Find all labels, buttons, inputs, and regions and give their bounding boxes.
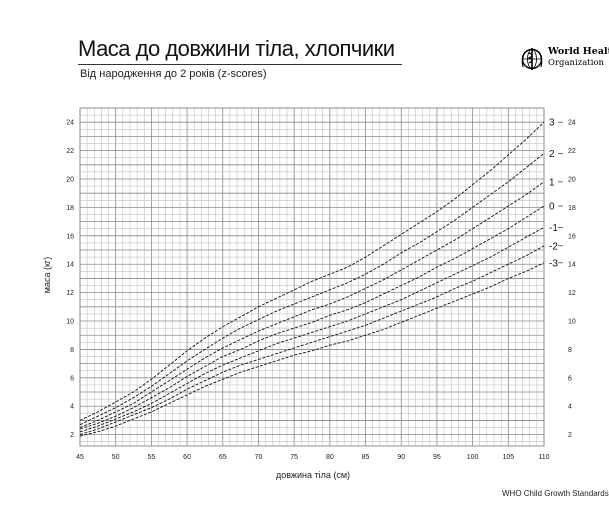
who-logo: World Health Organization	[520, 47, 609, 71]
x-tick-label: 90	[397, 454, 405, 461]
z-score-label: 3	[549, 118, 555, 129]
y-tick-label-left: 2	[70, 432, 74, 439]
y-tick-label-right: 20	[568, 177, 576, 184]
y-tick-label-right: 2	[568, 432, 572, 439]
x-axis-label: довжина тіла (см)	[276, 470, 350, 480]
y-tick-label-right: 6	[568, 375, 572, 382]
y-tick-label-left: 16	[66, 233, 74, 240]
x-tick-label: 110	[538, 454, 549, 461]
y-tick-label-left: 10	[66, 319, 74, 326]
y-tick-label-right: 18	[568, 205, 576, 212]
who-emblem-icon	[521, 48, 543, 70]
page-title: Маса до довжини тіла, хлопчики	[78, 36, 395, 61]
series-line-z-1	[79, 226, 545, 433]
z-score-label: 1	[549, 177, 555, 188]
y-tick-label-right: 4	[568, 404, 572, 411]
series-line-z3	[79, 121, 545, 421]
x-tick-label: 65	[219, 454, 227, 461]
x-tick-label: 70	[255, 454, 263, 461]
x-tick-label: 60	[183, 454, 191, 461]
x-tick-label: 75	[290, 454, 298, 461]
y-axis-label: маса (кг)	[42, 257, 52, 293]
title-divider	[78, 64, 402, 65]
z-score-label: 2	[549, 149, 555, 160]
x-tick-label: 55	[147, 454, 155, 461]
page-subtitle: Від народження до 2 років (z-scores)	[80, 68, 267, 80]
y-tick-label-right: 16	[568, 233, 576, 240]
y-tick-label-left: 14	[66, 262, 74, 269]
y-tick-label-left: 18	[66, 205, 74, 212]
y-tick-label-right: 10	[568, 319, 576, 326]
y-tick-label-right: 8	[568, 347, 572, 354]
y-tick-label-left: 6	[70, 375, 74, 382]
x-tick-label: 105	[502, 454, 514, 461]
plot-area	[79, 107, 545, 447]
z-score-label: -2	[549, 241, 558, 252]
y-tick-label-right: 24	[568, 120, 576, 127]
x-tick-label: 85	[362, 454, 370, 461]
series-line-z1	[79, 181, 545, 428]
y-tick-label-left: 24	[66, 120, 74, 127]
y-tick-label-right: 22	[568, 148, 576, 155]
y-tick-label-left: 8	[70, 347, 74, 354]
y-tick-label-right: 14	[568, 262, 576, 269]
series-line-z2	[79, 153, 545, 426]
series-line-z-3	[79, 262, 545, 437]
y-tick-label-right: 12	[568, 290, 576, 297]
who-name: World Health	[548, 46, 609, 57]
y-tick-label-left: 20	[66, 177, 74, 184]
z-score-labels: 3 2 1 0 -1 -2 -3	[549, 118, 563, 269]
z-score-label: -3	[549, 258, 558, 269]
y-tick-label-left: 12	[66, 290, 74, 297]
z-score-label: 0	[549, 201, 555, 212]
x-axis-ticks: 45 50 55 60 65 70 75 80 85 90 95 100 105 110	[76, 454, 550, 461]
x-tick-label: 100	[467, 454, 479, 461]
who-org: Organization	[548, 58, 605, 68]
series-line-z-2	[79, 245, 545, 436]
y-tick-label-left: 22	[66, 148, 74, 155]
x-tick-label: 45	[76, 454, 84, 461]
series-lines	[79, 121, 545, 437]
x-tick-label: 80	[326, 454, 334, 461]
chart-grid	[79, 107, 545, 447]
z-score-label: -1	[549, 223, 558, 234]
footer-source: WHO Child Growth Standards	[502, 489, 609, 498]
x-tick-label: 50	[112, 454, 120, 461]
x-tick-label: 95	[433, 454, 441, 461]
y-tick-label-left: 4	[70, 404, 74, 411]
